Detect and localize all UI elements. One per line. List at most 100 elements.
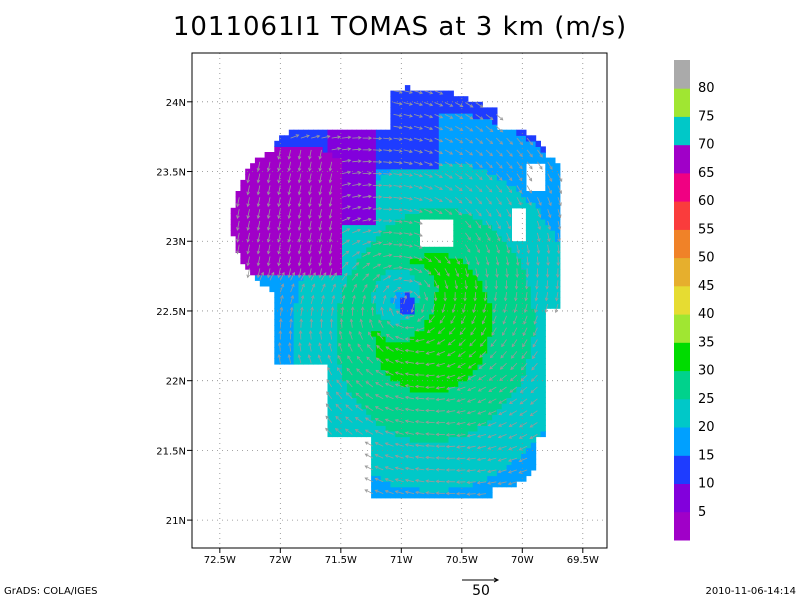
wind-vector [555, 303, 559, 313]
wind-vector-head [364, 429, 369, 433]
wind-speed-cell [472, 414, 479, 421]
wind-speed-cell [332, 207, 338, 214]
wind-speed-cell [506, 475, 512, 482]
wind-speed-cell [467, 218, 474, 226]
wind-speed-cell [453, 375, 459, 382]
wind-speed-cell [429, 336, 435, 343]
wind-speed-cell [438, 157, 445, 164]
wind-speed-cell [356, 336, 362, 343]
wind-speed-cell [327, 280, 333, 287]
wind-vector [362, 230, 371, 234]
wind-speed-cell [463, 224, 469, 231]
wind-speed-cell [419, 358, 425, 365]
wind-speed-cell [337, 391, 343, 398]
wind-vector-head [277, 191, 281, 196]
wind-vector [526, 185, 532, 194]
wind-speed-cell [279, 352, 285, 359]
wind-speed-cell [453, 352, 459, 359]
wind-vector-head [487, 400, 492, 404]
wind-vector [454, 280, 458, 289]
wind-speed-cell [501, 163, 508, 170]
wind-vector-head [497, 225, 501, 230]
wind-speed-cell [293, 135, 299, 142]
wind-speed-cell [284, 202, 290, 209]
wind-vector-head [528, 201, 532, 206]
wind-vector-head [548, 214, 552, 219]
wind-vector-head [394, 454, 399, 458]
wind-vector [436, 386, 445, 389]
wind-speed-cell [443, 213, 450, 220]
wind-vector-head [297, 227, 302, 231]
wind-speed-cell [375, 213, 382, 220]
wind-vector-head [399, 219, 403, 224]
wind-speed-cell [346, 297, 353, 304]
wind-speed-cell [525, 302, 532, 309]
wind-speed-cell [327, 140, 333, 147]
wind-speed-cell [375, 218, 382, 226]
wind-speed-cell [414, 246, 420, 253]
wind-speed-cell [380, 330, 387, 337]
wind-speed-cell [511, 241, 517, 248]
wind-speed-cell [477, 302, 483, 309]
wind-speed-cell [414, 101, 420, 108]
wind-speed-cell [463, 430, 469, 438]
wind-speed-cell [366, 129, 372, 136]
wind-speed-cell [361, 140, 367, 147]
wind-speed-cell [404, 380, 411, 387]
wind-speed-cell [250, 241, 256, 248]
wind-speed-cell [371, 403, 377, 410]
wind-speed-cell [550, 196, 556, 203]
wind-speed-cell [535, 157, 541, 164]
wind-speed-cell [492, 213, 498, 220]
wind-vector [383, 185, 392, 187]
wind-speed-cell [443, 386, 450, 393]
wind-speed-cell [467, 436, 474, 443]
wind-speed-cell [555, 185, 561, 192]
wind-speed-cell [501, 213, 508, 220]
wind-vector [247, 220, 250, 231]
wind-vector [310, 307, 313, 316]
wind-speed-cell [530, 235, 537, 242]
wind-speed-cell [472, 146, 479, 153]
wind-speed-cell [284, 135, 290, 142]
wind-speed-cell [400, 258, 406, 265]
wind-vector [257, 185, 261, 195]
wind-speed-cell [313, 241, 319, 248]
wind-speed-cell [472, 391, 479, 398]
wind-vector-head [287, 215, 292, 220]
wind-vector [331, 295, 335, 305]
wind-speed-cell [414, 196, 420, 203]
wind-vector-head [497, 469, 502, 474]
wind-vector [309, 173, 312, 183]
wind-speed-cell [366, 202, 372, 209]
wind-speed-cell [259, 174, 266, 181]
wind-speed-cell [506, 274, 512, 281]
wind-vector [395, 455, 404, 459]
wind-speed-cell [404, 241, 411, 248]
wind-speed-cell [375, 274, 382, 281]
wind-speed-cell [400, 135, 406, 142]
wind-speed-cell [472, 352, 479, 359]
wind-speed-cell [245, 246, 251, 253]
wind-speed-cell [525, 246, 532, 253]
wind-speed-cell [380, 403, 387, 410]
wind-speed-cell [240, 207, 246, 214]
wind-vector-head [325, 427, 329, 432]
wind-speed-cell [351, 397, 358, 404]
wind-speed-cell [525, 375, 532, 382]
wind-vector-head [505, 274, 509, 278]
wind-vector-head [414, 384, 419, 389]
wind-vector [485, 208, 492, 217]
wind-speed-cell [298, 224, 304, 231]
wind-speed-cell [351, 235, 358, 242]
wind-speed-cell [327, 196, 333, 203]
wind-speed-cell [535, 336, 541, 343]
wind-speed-cell [467, 319, 474, 326]
wind-vector [278, 220, 281, 231]
wind-speed-cell [516, 285, 522, 293]
wind-speed-cell [400, 129, 406, 136]
wind-vector [547, 220, 551, 230]
wind-speed-cell [322, 352, 329, 359]
wind-speed-cell [332, 152, 338, 159]
wind-speed-cell [419, 347, 425, 354]
